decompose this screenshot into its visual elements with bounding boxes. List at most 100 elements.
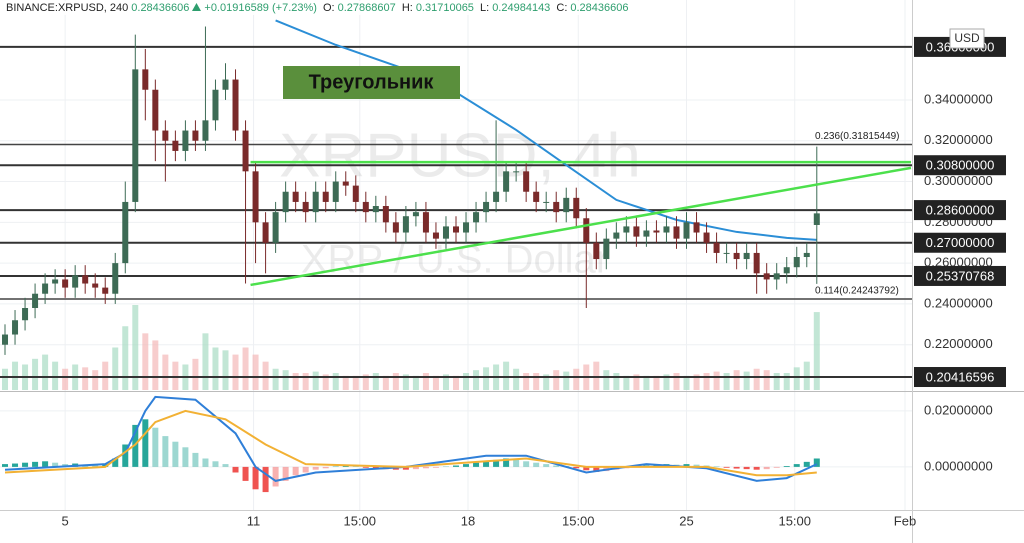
volume-bar <box>382 375 389 390</box>
candle-body <box>342 181 349 186</box>
candle-body <box>753 252 760 274</box>
macd-histogram-bar <box>402 466 409 470</box>
candle-body <box>623 226 630 233</box>
macd-line <box>4 395 818 482</box>
candle-body <box>543 201 550 203</box>
candle-body <box>372 206 379 213</box>
volume-bar <box>432 375 439 390</box>
candle-body <box>322 191 329 202</box>
macd-histogram-bar <box>172 441 179 467</box>
macd-histogram-bar <box>52 462 59 467</box>
macd-histogram-bar <box>2 464 9 467</box>
candle-body <box>402 216 409 233</box>
candle-body <box>463 222 470 233</box>
change: +0.01916589 (+7.23%) <box>204 2 317 14</box>
volume-bar <box>312 371 319 390</box>
candle-body <box>202 120 209 141</box>
candle-body <box>32 293 39 309</box>
volume-bar <box>422 373 429 390</box>
fib-label: 0.114(0.24243792) <box>815 286 899 297</box>
candle-body <box>362 201 369 213</box>
volume-bar <box>693 374 700 390</box>
volume-bar <box>2 368 9 390</box>
up-arrow <box>192 3 202 11</box>
macd-histogram-bar <box>22 462 29 467</box>
macd-histogram-bar <box>372 466 379 469</box>
level-label-box <box>914 232 1006 253</box>
candle-body <box>432 232 439 239</box>
candle-body <box>573 197 580 219</box>
candle-body <box>52 279 59 284</box>
candle-body <box>603 238 610 260</box>
candle-body <box>382 206 389 223</box>
macd-histogram-bar <box>422 466 429 469</box>
candle-body <box>72 275 79 288</box>
candle-body <box>152 89 159 131</box>
candle-body <box>553 201 560 213</box>
volume-bar <box>192 358 199 390</box>
macd-histogram-bar <box>573 466 580 469</box>
candle-body <box>813 213 820 225</box>
volume-bar <box>32 358 39 390</box>
x-tick-label: 25 <box>679 513 693 528</box>
macd-histogram-bar <box>272 466 279 487</box>
candle-body <box>392 222 399 233</box>
ohlc-label: H: <box>401 2 413 14</box>
volume-bar <box>723 373 730 390</box>
volume-bar <box>42 354 49 390</box>
candle-body <box>242 130 249 172</box>
macd-histogram-bar <box>773 466 780 468</box>
candle-body <box>783 267 790 274</box>
candle-body <box>483 201 490 213</box>
macd-histogram-bar <box>332 466 339 467</box>
volume-bar <box>753 368 760 390</box>
macd-histogram-bar <box>432 466 439 468</box>
volume-bar <box>633 374 640 390</box>
volume-bar <box>232 354 239 390</box>
annotation-box <box>283 66 460 99</box>
candle-body <box>232 79 239 131</box>
candle-body <box>192 130 199 141</box>
candle-body <box>453 226 459 233</box>
ohlc-value: 0.31710065 <box>415 2 474 14</box>
volume-bar <box>513 368 520 390</box>
macd-histogram-bar <box>803 461 810 467</box>
x-tick-label: 15:00 <box>778 513 811 528</box>
x-tick-label: 18 <box>461 513 475 528</box>
volume-bar <box>302 373 309 390</box>
macd-histogram-bar <box>102 464 109 467</box>
volume-bar <box>463 373 470 390</box>
candle-body <box>12 320 19 335</box>
volume-bar <box>252 354 259 390</box>
macd-histogram-bar <box>202 458 209 467</box>
volume-bar <box>453 375 459 390</box>
candle-body <box>563 197 570 213</box>
candle-body <box>643 230 650 237</box>
candle-body <box>132 69 139 202</box>
volume-bar <box>152 340 159 390</box>
volume-bar <box>272 368 279 390</box>
macd-histogram-bar <box>302 466 309 473</box>
level-label-box <box>914 200 1006 221</box>
macd-histogram-bar <box>453 465 459 467</box>
candle-body <box>473 212 480 223</box>
macd-histogram-bar <box>793 464 800 467</box>
volume-bar <box>292 373 299 390</box>
volume-bar <box>322 374 329 390</box>
y-tick-label: 0.00000000 <box>924 458 993 473</box>
volume-bar <box>332 373 339 390</box>
candle-body <box>92 283 99 288</box>
volume-bar <box>763 370 770 390</box>
level-label: 0.25370768 <box>926 268 995 283</box>
level-label-box <box>914 155 1006 176</box>
macd-histogram-bar <box>483 461 490 467</box>
candle-body <box>162 130 169 141</box>
macd-histogram-bar <box>743 466 750 470</box>
volume-bar <box>82 367 89 390</box>
candle-body <box>112 263 119 294</box>
candle-body <box>723 252 730 254</box>
candle-body <box>282 191 289 213</box>
volume-bar <box>392 373 399 390</box>
candle-body <box>102 287 109 294</box>
